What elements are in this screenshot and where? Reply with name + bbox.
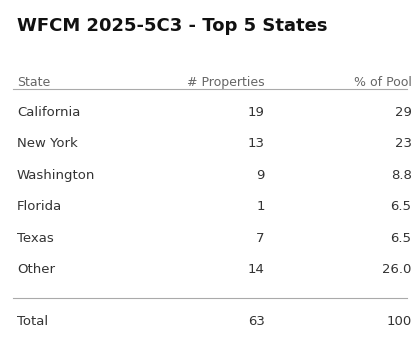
Text: 29: 29 [395,106,412,119]
Text: 1: 1 [256,200,265,213]
Text: State: State [17,76,50,89]
Text: California: California [17,106,80,119]
Text: 13: 13 [248,137,265,151]
Text: 100: 100 [386,315,412,328]
Text: # Properties: # Properties [187,76,265,89]
Text: 63: 63 [248,315,265,328]
Text: 6.5: 6.5 [391,200,412,213]
Text: Florida: Florida [17,200,62,213]
Text: 8.8: 8.8 [391,169,412,182]
Text: 14: 14 [248,263,265,276]
Text: New York: New York [17,137,78,151]
Text: 6.5: 6.5 [391,232,412,245]
Text: 26.0: 26.0 [382,263,412,276]
Text: Other: Other [17,263,55,276]
Text: % of Pool: % of Pool [354,76,412,89]
Text: 23: 23 [395,137,412,151]
Text: 19: 19 [248,106,265,119]
Text: WFCM 2025-5C3 - Top 5 States: WFCM 2025-5C3 - Top 5 States [17,17,327,35]
Text: 9: 9 [256,169,265,182]
Text: Total: Total [17,315,48,328]
Text: 7: 7 [256,232,265,245]
Text: Texas: Texas [17,232,54,245]
Text: Washington: Washington [17,169,95,182]
